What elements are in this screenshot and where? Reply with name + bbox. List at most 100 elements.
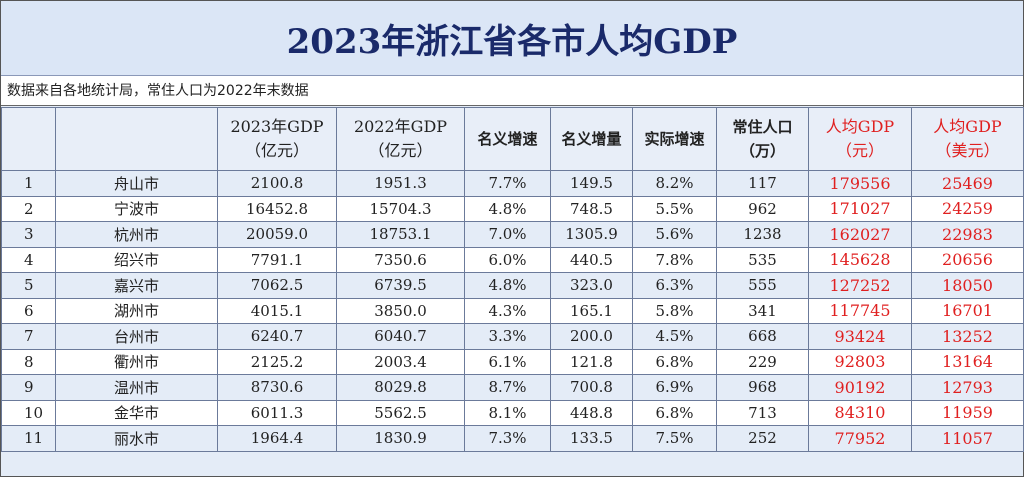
- cell-per-capita-usd: 13164: [911, 348, 1024, 375]
- source-note: 数据来自各地统计局，常住人口为2022年末数据: [1, 76, 1023, 106]
- cell-population: 229: [716, 348, 809, 375]
- cell-nominal-increase: 121.8: [550, 348, 633, 375]
- cell-rank: 10: [1, 399, 56, 426]
- cell-population: 962: [716, 195, 809, 222]
- cell-rank: 3: [1, 221, 56, 248]
- cell-population: 555: [716, 272, 809, 299]
- cell-per-capita-usd: 13252: [911, 323, 1024, 350]
- cell-nominal-increase: 748.5: [550, 195, 633, 222]
- cell-real-growth: 5.5%: [632, 195, 717, 222]
- cell-city: 温州市: [55, 374, 218, 401]
- cell-real-growth: 6.9%: [632, 374, 717, 401]
- cell-gdp-2022: 1830.9: [336, 425, 465, 452]
- table-row: 11 丽水市 1964.4 1830.9 7.3% 133.5 7.5% 252…: [1, 425, 1024, 452]
- cell-nominal-growth: 6.0%: [464, 246, 551, 273]
- cell-per-capita-cny: 145628: [808, 246, 912, 273]
- table-row: 8 衢州市 2125.2 2003.4 6.1% 121.8 6.8% 229 …: [1, 348, 1024, 375]
- cell-per-capita-usd: 11057: [911, 425, 1024, 452]
- cell-rank: 8: [1, 348, 56, 375]
- table-row: 1 舟山市 2100.8 1951.3 7.7% 149.5 8.2% 117 …: [1, 170, 1024, 197]
- cell-rank: 4: [1, 246, 56, 273]
- cell-nominal-increase: 149.5: [550, 170, 633, 197]
- cell-per-capita-cny: 93424: [808, 323, 912, 350]
- table-row: 3 杭州市 20059.0 18753.1 7.0% 1305.9 5.6% 1…: [1, 221, 1024, 248]
- cell-per-capita-cny: 171027: [808, 195, 912, 222]
- cell-nominal-growth: 8.7%: [464, 374, 551, 401]
- cell-per-capita-usd: 11959: [911, 399, 1024, 426]
- cell-nominal-growth: 7.7%: [464, 170, 551, 197]
- cell-gdp-2022: 6040.7: [336, 323, 465, 350]
- cell-real-growth: 7.8%: [632, 246, 717, 273]
- cell-per-capita-cny: 90192: [808, 374, 912, 401]
- cell-gdp-2023: 7791.1: [217, 246, 337, 273]
- header-per-capita-cny-line1: 人均GDP: [825, 117, 895, 136]
- cell-gdp-2022: 6739.5: [336, 272, 465, 299]
- page-title: 2023年浙江省各市人均GDP: [1, 1, 1023, 76]
- cell-population: 968: [716, 374, 809, 401]
- cell-real-growth: 6.3%: [632, 272, 717, 299]
- cell-city: 杭州市: [55, 221, 218, 248]
- cell-population: 341: [716, 297, 809, 324]
- cell-nominal-increase: 165.1: [550, 297, 633, 324]
- cell-population: 668: [716, 323, 809, 350]
- cell-city: 衢州市: [55, 348, 218, 375]
- cell-gdp-2022: 15704.3: [336, 195, 465, 222]
- cell-rank: 9: [1, 374, 56, 401]
- cell-nominal-growth: 3.3%: [464, 323, 551, 350]
- cell-per-capita-cny: 162027: [808, 221, 912, 248]
- table-row: 7 台州市 6240.7 6040.7 3.3% 200.0 4.5% 668 …: [1, 323, 1024, 350]
- cell-nominal-increase: 200.0: [550, 323, 633, 350]
- header-gdp-2022: 2022年GDP （亿元）: [336, 107, 465, 171]
- cell-gdp-2023: 1964.4: [217, 425, 337, 452]
- cell-gdp-2022: 2003.4: [336, 348, 465, 375]
- cell-gdp-2022: 18753.1: [336, 221, 465, 248]
- cell-per-capita-cny: 84310: [808, 399, 912, 426]
- cell-real-growth: 6.8%: [632, 348, 717, 375]
- header-gdp-2023-line1: 2023年GDP: [230, 117, 324, 136]
- cell-nominal-increase: 448.8: [550, 399, 633, 426]
- cell-gdp-2022: 3850.0: [336, 297, 465, 324]
- table-row: 6 湖州市 4015.1 3850.0 4.3% 165.1 5.8% 341 …: [1, 297, 1024, 324]
- header-per-capita-usd-line1: 人均GDP: [933, 117, 1002, 136]
- cell-per-capita-usd: 16701: [911, 297, 1024, 324]
- header-per-capita-usd-line2: （美元）: [935, 141, 1000, 160]
- cell-population: 252: [716, 425, 809, 452]
- cell-rank: 11: [1, 425, 56, 452]
- header-nominal-increase: 名义增量: [550, 107, 633, 171]
- cell-gdp-2023: 7062.5: [217, 272, 337, 299]
- header-city: [55, 107, 218, 171]
- header-population-line1: 常住人口: [732, 118, 793, 136]
- cell-real-growth: 7.5%: [632, 425, 717, 452]
- cell-real-growth: 6.8%: [632, 399, 717, 426]
- cell-nominal-growth: 4.8%: [464, 272, 551, 299]
- cell-nominal-increase: 440.5: [550, 246, 633, 273]
- table-row: 9 温州市 8730.6 8029.8 8.7% 700.8 6.9% 968 …: [1, 374, 1024, 401]
- cell-nominal-growth: 6.1%: [464, 348, 551, 375]
- cell-real-growth: 5.6%: [632, 221, 717, 248]
- header-gdp-2023-line2: （亿元）: [244, 141, 309, 160]
- cell-real-growth: 4.5%: [632, 323, 717, 350]
- cell-rank: 1: [1, 170, 56, 197]
- header-gdp-2022-line2: （亿元）: [368, 141, 433, 160]
- cell-nominal-increase: 323.0: [550, 272, 633, 299]
- cell-per-capita-cny: 127252: [808, 272, 912, 299]
- cell-rank: 7: [1, 323, 56, 350]
- table-header-row: 2023年GDP （亿元） 2022年GDP （亿元） 名义增速 名义增量 实际…: [1, 107, 1024, 171]
- cell-nominal-growth: 7.0%: [464, 221, 551, 248]
- cell-per-capita-cny: 179556: [808, 170, 912, 197]
- cell-city: 舟山市: [55, 170, 218, 197]
- cell-gdp-2022: 5562.5: [336, 399, 465, 426]
- cell-gdp-2023: 16452.8: [217, 195, 337, 222]
- cell-per-capita-usd: 18050: [911, 272, 1024, 299]
- cell-city: 金华市: [55, 399, 218, 426]
- cell-gdp-2023: 8730.6: [217, 374, 337, 401]
- cell-per-capita-usd: 12793: [911, 374, 1024, 401]
- cell-nominal-growth: 4.8%: [464, 195, 551, 222]
- table-row: 10 金华市 6011.3 5562.5 8.1% 448.8 6.8% 713…: [1, 399, 1024, 426]
- cell-nominal-increase: 1305.9: [550, 221, 633, 248]
- header-nominal-growth: 名义增速: [464, 107, 551, 171]
- header-rank: [1, 107, 56, 171]
- cell-city: 嘉兴市: [55, 272, 218, 299]
- cell-per-capita-usd: 24259: [911, 195, 1024, 222]
- cell-city: 丽水市: [55, 425, 218, 452]
